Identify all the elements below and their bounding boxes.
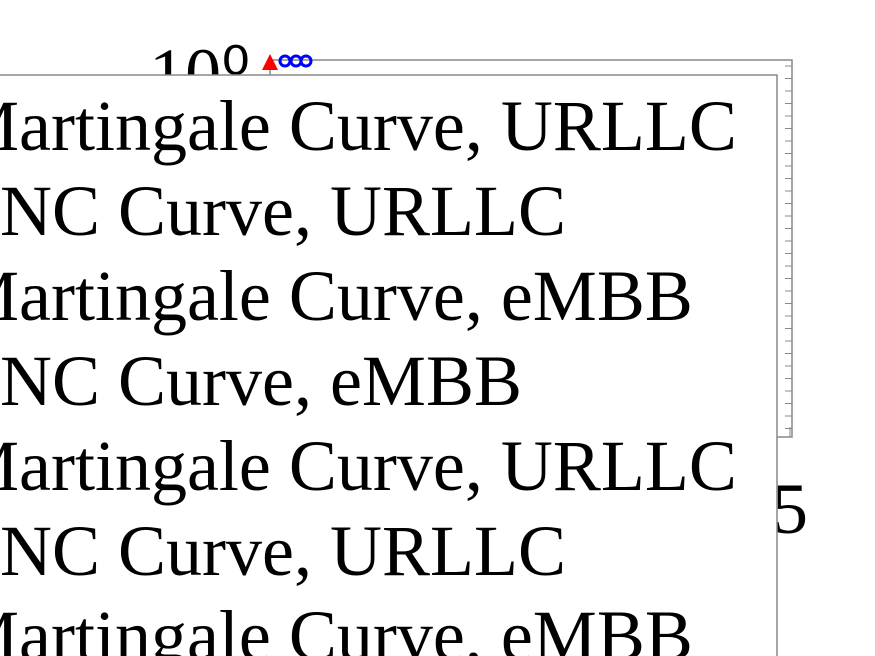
legend-label: Martingale Curve, eMBB (0, 596, 693, 656)
series-marker (299, 54, 313, 68)
series-marker (278, 54, 292, 68)
legend-box (0, 74, 778, 656)
minor-ticks (785, 65, 792, 429)
series-marker (262, 54, 278, 70)
legend-label: NC Curve, URLLC (0, 511, 566, 591)
legend-label: Martingale Curve, URLLC (0, 426, 737, 506)
legend-label: Martingale Curve, URLLC (0, 86, 737, 166)
legend-label: NC Curve, eMBB (0, 341, 522, 421)
legend-label: Martingale Curve, eMBB (0, 256, 693, 336)
legend-label: NC Curve, URLLC (0, 171, 566, 251)
x-tick-label: 5 (772, 469, 808, 549)
